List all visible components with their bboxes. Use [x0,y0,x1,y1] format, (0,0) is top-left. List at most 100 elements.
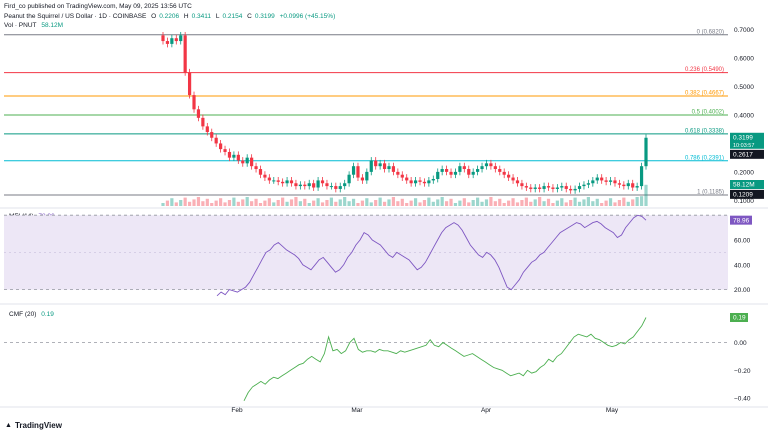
candle-body [502,171,506,175]
candle-body [250,157,254,167]
volume-bar [533,199,537,206]
candle-body [617,183,622,185]
price-axis-tick: 0.5000 [734,84,754,91]
candle-body [613,180,617,184]
price-axis-tick: 0.6000 [734,56,754,63]
cmf-value-tag [730,313,748,322]
volume-bar [493,201,497,206]
volume-bar [462,198,466,206]
candle-body [294,183,298,187]
volume-bar [312,200,316,206]
volume-bar [613,202,617,206]
candle-body [170,38,174,44]
volume-bar [524,197,528,206]
candle-body [484,163,489,167]
candle-body [223,149,227,152]
date-axis-tick: Mar [351,407,363,414]
volume-bar [223,202,227,206]
candle-body [524,186,528,188]
date-axis-tick: Feb [231,407,243,414]
candle-body [493,166,497,170]
open-label: O [151,13,157,20]
candle-body [533,187,537,189]
volume-bar [294,197,298,206]
volume-bar [604,200,608,206]
candle-body [422,181,427,184]
candle-body [409,180,413,184]
volume-bar [595,198,599,206]
volume-bar [387,199,391,206]
volume-bar [600,203,604,206]
low-label: L [215,13,220,20]
candle-body [560,186,564,188]
candle-body [219,143,223,150]
volume-bar [555,200,559,206]
candle-body [187,72,192,96]
fib-level-label: 0.618 (0.3338) [685,128,724,134]
mfi-axis-tick: 60.00 [734,238,751,245]
candle-body [489,163,493,167]
volume-bar [405,203,409,206]
candle-body [272,180,276,182]
volume-bar [413,198,418,206]
candle-body [507,174,511,178]
volume-bar [471,200,475,206]
volume-bar [329,197,333,206]
volume-bar [183,197,187,206]
volume-bar [520,200,524,206]
candle-body [511,177,515,181]
volume-bar [449,198,453,206]
candle-body [498,169,502,172]
candle-body [236,154,240,161]
volume-bar [622,197,626,206]
candle-body [356,166,360,178]
volume-bar [400,198,404,206]
volume-bar [196,197,201,206]
volume-bar [232,197,236,206]
mfi-line [216,214,647,297]
candle-body [635,186,639,188]
candle-body [374,160,378,167]
volume-bar [418,202,422,206]
volume-label[interactable]: Vol · PNUT [4,22,37,29]
cmf-axis-tick: −0.20 [734,368,751,375]
volume-bar [334,201,338,206]
candle-body [538,187,542,189]
price-axis-tick: 0.7000 [734,27,754,34]
mfi-value-tag [730,215,752,225]
symbol-name[interactable]: Peanut the Squirrel / US Dollar · 1D · C… [4,13,147,20]
volume-bar [263,200,267,206]
candle-body [458,166,462,172]
mfi-axis-tick: 20.00 [734,287,751,294]
volume-bar [254,198,258,206]
volume-bar [174,202,178,206]
brand-name: TradingView [14,421,62,430]
candle-body [369,160,373,172]
cmf-title[interactable]: CMF (20) [9,311,37,318]
candle-body [396,171,400,175]
candle-body [591,180,595,184]
candle-body [179,35,183,42]
candle-body [307,183,311,187]
mfi-value-label: 78.96 [733,217,750,224]
candle-body [254,166,258,170]
price-label-a: 0.2617 [733,152,753,159]
candle-body [569,188,573,191]
fib-level-label: 1 (0.1185) [697,190,724,196]
candle-body [316,180,320,188]
volume-bar [214,200,218,206]
volume-bar [507,200,511,206]
tradingview-branding[interactable]: ▲ TradingView [5,421,62,430]
volume-bar [577,201,582,206]
volume-bar [281,197,285,206]
volume-bar [511,198,515,206]
price-axis-tick: 0.1000 [734,198,754,205]
volume-bar [396,201,400,206]
volume-bar [564,202,568,206]
candle-body [586,183,590,185]
candle-body [183,35,187,73]
candle-body [564,186,568,189]
volume-bar [316,198,320,206]
price-axis-tick: 0.4000 [734,113,754,120]
